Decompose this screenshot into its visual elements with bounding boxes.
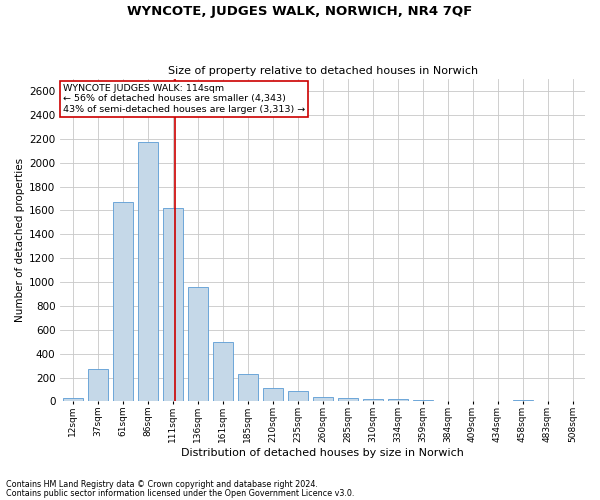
Bar [463, 401, 482, 402]
Bar [88, 369, 108, 402]
Bar [287, 390, 308, 402]
Bar [113, 202, 133, 402]
Bar [212, 342, 233, 402]
Bar [163, 208, 183, 402]
Text: WYNCOTE, JUDGES WALK, NORWICH, NR4 7QF: WYNCOTE, JUDGES WALK, NORWICH, NR4 7QF [127, 5, 473, 18]
Text: Contains HM Land Registry data © Crown copyright and database right 2024.: Contains HM Land Registry data © Crown c… [6, 480, 318, 489]
Bar [188, 287, 208, 402]
X-axis label: Distribution of detached houses by size in Norwich: Distribution of detached houses by size … [181, 448, 464, 458]
Bar [313, 397, 332, 402]
Text: WYNCOTE JUDGES WALK: 114sqm
← 56% of detached houses are smaller (4,343)
43% of : WYNCOTE JUDGES WALK: 114sqm ← 56% of det… [63, 84, 305, 114]
Y-axis label: Number of detached properties: Number of detached properties [15, 158, 25, 322]
Text: Contains public sector information licensed under the Open Government Licence v3: Contains public sector information licen… [6, 489, 355, 498]
Bar [63, 398, 83, 402]
Bar [138, 142, 158, 402]
Title: Size of property relative to detached houses in Norwich: Size of property relative to detached ho… [167, 66, 478, 76]
Bar [362, 399, 383, 402]
Bar [238, 374, 257, 402]
Bar [437, 401, 458, 402]
Bar [338, 398, 358, 402]
Bar [388, 400, 407, 402]
Bar [413, 400, 433, 402]
Bar [512, 400, 533, 402]
Bar [263, 388, 283, 402]
